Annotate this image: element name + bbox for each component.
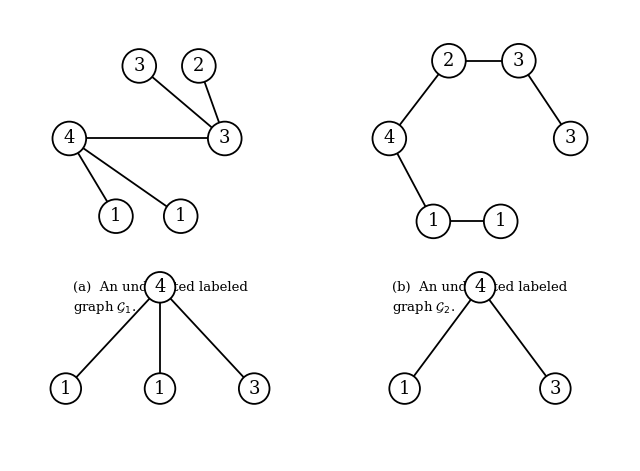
- Circle shape: [417, 204, 450, 238]
- Text: 2: 2: [444, 52, 454, 70]
- Text: 3: 3: [513, 52, 525, 70]
- Text: 2: 2: [193, 57, 205, 75]
- Circle shape: [122, 49, 156, 83]
- Text: 3: 3: [248, 380, 260, 398]
- Text: 4: 4: [474, 278, 486, 296]
- Text: 4: 4: [63, 130, 75, 147]
- Circle shape: [372, 122, 406, 155]
- Text: 1: 1: [175, 207, 186, 225]
- Circle shape: [208, 122, 242, 155]
- Circle shape: [164, 199, 198, 233]
- Text: 3: 3: [134, 57, 145, 75]
- Circle shape: [51, 373, 81, 404]
- Text: 1: 1: [428, 212, 439, 230]
- Text: 3: 3: [219, 130, 230, 147]
- Text: 1: 1: [495, 212, 506, 230]
- Text: 1: 1: [60, 380, 72, 398]
- Text: 1: 1: [154, 380, 166, 398]
- Text: 1: 1: [110, 207, 122, 225]
- Circle shape: [465, 272, 495, 303]
- Circle shape: [389, 373, 420, 404]
- Circle shape: [239, 373, 269, 404]
- Text: 4: 4: [154, 278, 166, 296]
- Text: 3: 3: [550, 380, 561, 398]
- Circle shape: [145, 373, 175, 404]
- Circle shape: [484, 204, 518, 238]
- Circle shape: [502, 44, 536, 78]
- Text: (b)  An undirected labeled
graph $\mathcal{G}_2$.: (b) An undirected labeled graph $\mathca…: [392, 281, 568, 316]
- Circle shape: [540, 373, 571, 404]
- Text: 4: 4: [383, 130, 395, 147]
- Circle shape: [99, 199, 132, 233]
- Circle shape: [432, 44, 466, 78]
- Text: (a)  An undirected labeled
graph $\mathcal{G}_1$.: (a) An undirected labeled graph $\mathca…: [72, 281, 248, 316]
- Text: 3: 3: [565, 130, 577, 147]
- Circle shape: [182, 49, 216, 83]
- Circle shape: [52, 122, 86, 155]
- Circle shape: [145, 272, 175, 303]
- Circle shape: [554, 122, 588, 155]
- Text: 1: 1: [399, 380, 410, 398]
